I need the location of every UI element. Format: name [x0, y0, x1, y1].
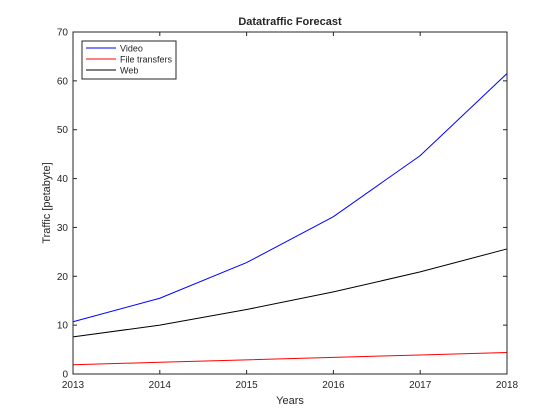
- x-tick-label: 2017: [409, 380, 432, 391]
- x-tick-label: 2013: [62, 380, 85, 391]
- x-tick-label: 2014: [149, 380, 172, 391]
- y-tick-label: 30: [57, 223, 69, 234]
- y-axis-label: Traffic [petabyte]: [41, 162, 53, 243]
- y-axis: 0 10 20 30 40 50 60 70: [57, 28, 507, 381]
- x-tick-label: 2015: [235, 380, 258, 391]
- y-tick-label: 0: [62, 370, 68, 381]
- plot-area: [73, 32, 507, 374]
- legend-label-web: Web: [120, 66, 138, 76]
- x-tick-label: 2016: [322, 380, 345, 391]
- x-axis-label: Years: [276, 395, 304, 407]
- plot-frame: [72, 31, 508, 375]
- series-layer: [72, 73, 508, 366]
- legend-label-file-transfers: File transfers: [120, 55, 173, 65]
- y-tick-label: 70: [57, 28, 69, 39]
- chart-title: Datatraffic Forecast: [238, 16, 342, 28]
- y-tick-label: 50: [57, 125, 69, 136]
- series-line-web: [72, 248, 508, 338]
- y-tick-label: 60: [57, 76, 69, 87]
- x-axis: 2013 2014 2015 2016 2017 2018: [62, 32, 519, 391]
- series-line-file-transfers: [72, 352, 508, 366]
- y-tick-label: 40: [57, 174, 69, 185]
- x-tick-label: 2018: [496, 380, 519, 391]
- y-tick-label: 10: [57, 321, 69, 332]
- legend-box: [81, 40, 177, 80]
- series-line-video: [72, 73, 508, 323]
- legend-label-video: Video: [120, 44, 143, 54]
- y-tick-label: 20: [57, 272, 69, 283]
